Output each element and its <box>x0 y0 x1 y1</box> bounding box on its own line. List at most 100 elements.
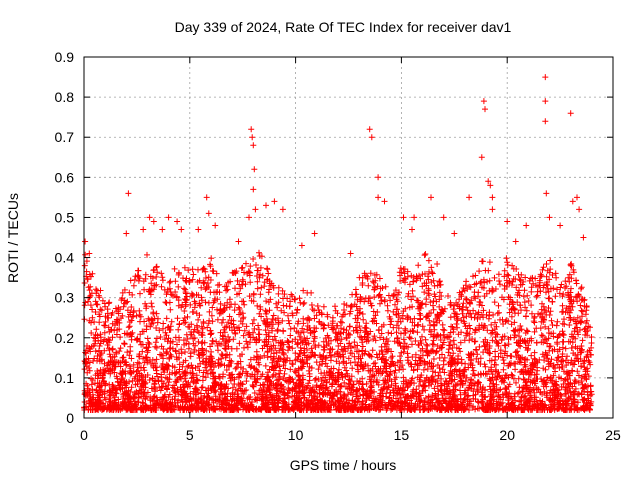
data-point <box>237 285 244 292</box>
data-point <box>136 275 143 282</box>
data-point <box>264 354 271 361</box>
data-point <box>466 299 473 306</box>
data-point <box>425 257 432 264</box>
data-point <box>358 359 365 366</box>
data-point <box>445 293 451 299</box>
data-point <box>246 403 253 410</box>
data-point <box>337 382 344 389</box>
data-point <box>172 334 179 341</box>
data-point <box>528 352 535 359</box>
data-point <box>190 374 197 381</box>
data-point <box>296 377 303 383</box>
data-point <box>467 398 474 405</box>
data-point <box>359 351 366 358</box>
data-point <box>509 262 516 269</box>
data-point <box>306 370 313 377</box>
data-point <box>102 367 109 374</box>
data-point <box>578 391 585 398</box>
data-point <box>202 401 209 407</box>
data-point <box>400 391 407 398</box>
data-point <box>295 365 302 372</box>
data-point <box>399 384 406 391</box>
data-point <box>114 375 121 382</box>
data-point <box>257 306 264 313</box>
data-point <box>493 338 500 345</box>
data-point <box>363 397 370 403</box>
data-point <box>217 300 224 307</box>
data-point <box>183 340 190 347</box>
data-point <box>430 356 437 362</box>
data-point <box>481 343 488 350</box>
data-point <box>259 371 266 378</box>
data-point <box>203 367 210 374</box>
data-point <box>402 327 409 334</box>
data-point <box>387 372 393 379</box>
data-point <box>285 317 292 324</box>
data-point <box>124 307 131 314</box>
data-point <box>528 302 535 309</box>
data-point <box>145 315 152 322</box>
data-point <box>195 292 202 299</box>
data-point <box>84 382 91 389</box>
data-point <box>425 349 432 356</box>
data-point <box>540 377 547 384</box>
data-point <box>312 342 319 349</box>
data-point <box>171 364 178 371</box>
data-point <box>486 309 493 316</box>
data-point <box>243 323 250 330</box>
data-point <box>102 322 109 329</box>
data-point <box>508 360 514 366</box>
data-point <box>324 402 331 409</box>
data-point <box>407 335 414 342</box>
data-point <box>554 354 561 361</box>
data-point <box>150 267 157 274</box>
data-point <box>277 356 284 363</box>
data-point <box>546 343 553 350</box>
data-point <box>282 403 289 410</box>
data-point <box>350 327 357 334</box>
data-point <box>230 336 237 343</box>
data-point <box>522 330 529 336</box>
data-point <box>558 281 565 288</box>
data-point <box>227 278 234 285</box>
data-point <box>332 307 339 314</box>
data-point <box>490 380 497 387</box>
data-point <box>346 323 353 330</box>
data-point <box>531 349 538 356</box>
data-point <box>315 376 322 383</box>
data-point <box>142 271 149 278</box>
data-point <box>474 381 481 387</box>
data-point <box>97 351 104 358</box>
data-point <box>569 368 576 375</box>
data-point <box>249 320 256 327</box>
data-point <box>531 328 538 335</box>
data-point <box>457 387 463 394</box>
data-point <box>554 286 560 293</box>
data-point <box>225 343 232 350</box>
data-point <box>185 267 192 274</box>
data-point <box>517 277 524 284</box>
data-point <box>340 353 347 360</box>
data-point <box>233 268 240 275</box>
data-point <box>138 406 145 413</box>
data-point <box>418 301 425 308</box>
data-point <box>284 337 291 344</box>
data-point <box>168 291 175 298</box>
data-point <box>212 295 218 302</box>
data-point <box>226 296 233 303</box>
data-point <box>516 354 523 361</box>
data-point <box>256 274 263 281</box>
data-point <box>299 381 306 388</box>
data-point <box>429 363 435 370</box>
data-point <box>233 345 240 352</box>
data-point <box>101 368 107 375</box>
data-point <box>119 312 126 319</box>
data-point <box>471 293 478 300</box>
data-point <box>126 289 133 296</box>
data-point <box>471 314 478 321</box>
data-point <box>106 351 113 358</box>
data-point <box>216 310 223 317</box>
data-point <box>92 298 99 305</box>
data-point <box>296 407 303 413</box>
data-point <box>587 382 594 389</box>
